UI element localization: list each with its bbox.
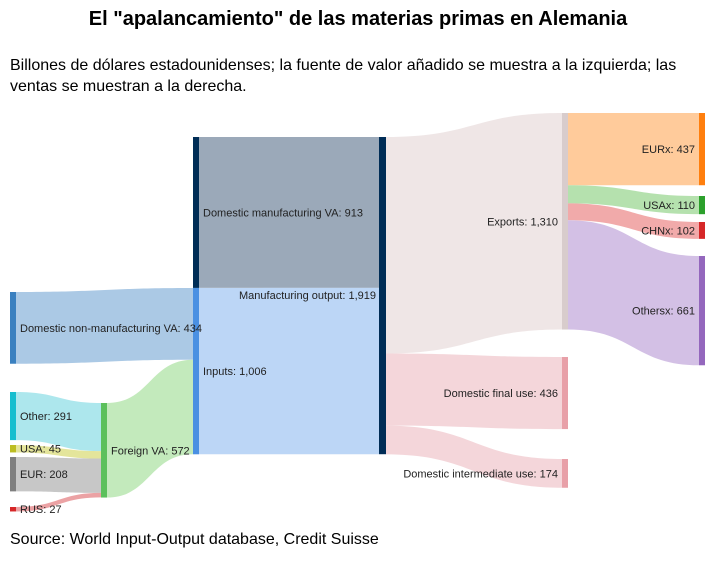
- node-mo: [379, 137, 386, 455]
- node-rus: [10, 507, 16, 512]
- node-label-usax: USAx: 110: [643, 200, 695, 212]
- source-note: Source: World Input-Output database, Cre…: [10, 531, 379, 548]
- link-eur-to-fva: [16, 457, 101, 493]
- link-rus-to-fva: [16, 492, 101, 512]
- node-chnx: [699, 222, 705, 239]
- node-label-mo: Manufacturing output: 1,919: [239, 290, 376, 302]
- node-diu: [562, 459, 568, 488]
- sankey-labels: Domestic manufacturing VA: 913 Domestic n…: [20, 144, 695, 516]
- link-exports-to-eurx: [568, 113, 699, 186]
- node-eur: [10, 457, 16, 492]
- link-exports-to-usax: [568, 185, 699, 215]
- node-label-rus: RUS: 27: [20, 504, 62, 516]
- node-dmva: [193, 137, 199, 288]
- node-eurx: [699, 113, 705, 186]
- node-fva: [101, 403, 107, 498]
- node-label-usa: USA: 45: [20, 444, 61, 456]
- node-label-eurx: EURx: 437: [642, 144, 695, 156]
- link-other-to-fva: [16, 392, 101, 452]
- link-fva-to-inputs: [107, 359, 193, 498]
- node-dfu: [562, 357, 568, 430]
- node-usa: [10, 445, 16, 453]
- link-inputs-to-mo: [199, 287, 379, 455]
- chart-title: El "apalancamiento" de las materias prim…: [88, 8, 628, 30]
- node-label-dfu: Domestic final use: 436: [444, 388, 558, 400]
- node-label-fva: Foreign VA: 572: [111, 445, 190, 457]
- link-mo-to-dfu: [386, 353, 562, 430]
- node-label-exports: Exports: 1,310: [487, 216, 558, 228]
- sankey-nodes: [10, 113, 705, 512]
- link-mo-to-diu: [386, 425, 562, 488]
- node-label-inputs: Inputs: 1,006: [203, 366, 267, 378]
- link-dmva-to-mo: [199, 137, 379, 288]
- node-label-dmva: Domestic manufacturing VA: 913: [203, 207, 363, 219]
- link-dnmva-to-inputs: [16, 288, 193, 364]
- node-label-chnx: CHNx: 102: [641, 225, 695, 237]
- node-dnmva: [10, 292, 16, 364]
- link-mo-to-exports: [386, 113, 562, 354]
- sankey-links: [16, 113, 699, 512]
- chart-subtitle: Billones de dólares estadounidenses; la …: [10, 57, 677, 95]
- node-othersx: [699, 256, 705, 366]
- node-usax: [699, 196, 705, 215]
- node-label-diu: Domestic intermediate use: 174: [403, 468, 558, 480]
- node-label-other: Other: 291: [20, 411, 72, 423]
- node-label-dnmva: Domestic non-manufacturing VA: 434: [20, 323, 202, 335]
- link-exports-to-chnx: [568, 203, 699, 239]
- link-exports-to-othersx: [568, 220, 699, 366]
- node-other: [10, 392, 16, 441]
- node-inputs: [193, 288, 199, 455]
- node-exports: [562, 113, 568, 330]
- link-usa-to-fva: [16, 445, 101, 459]
- node-label-eur: EUR: 208: [20, 469, 68, 481]
- node-label-othersx: Othersx: 661: [632, 306, 695, 318]
